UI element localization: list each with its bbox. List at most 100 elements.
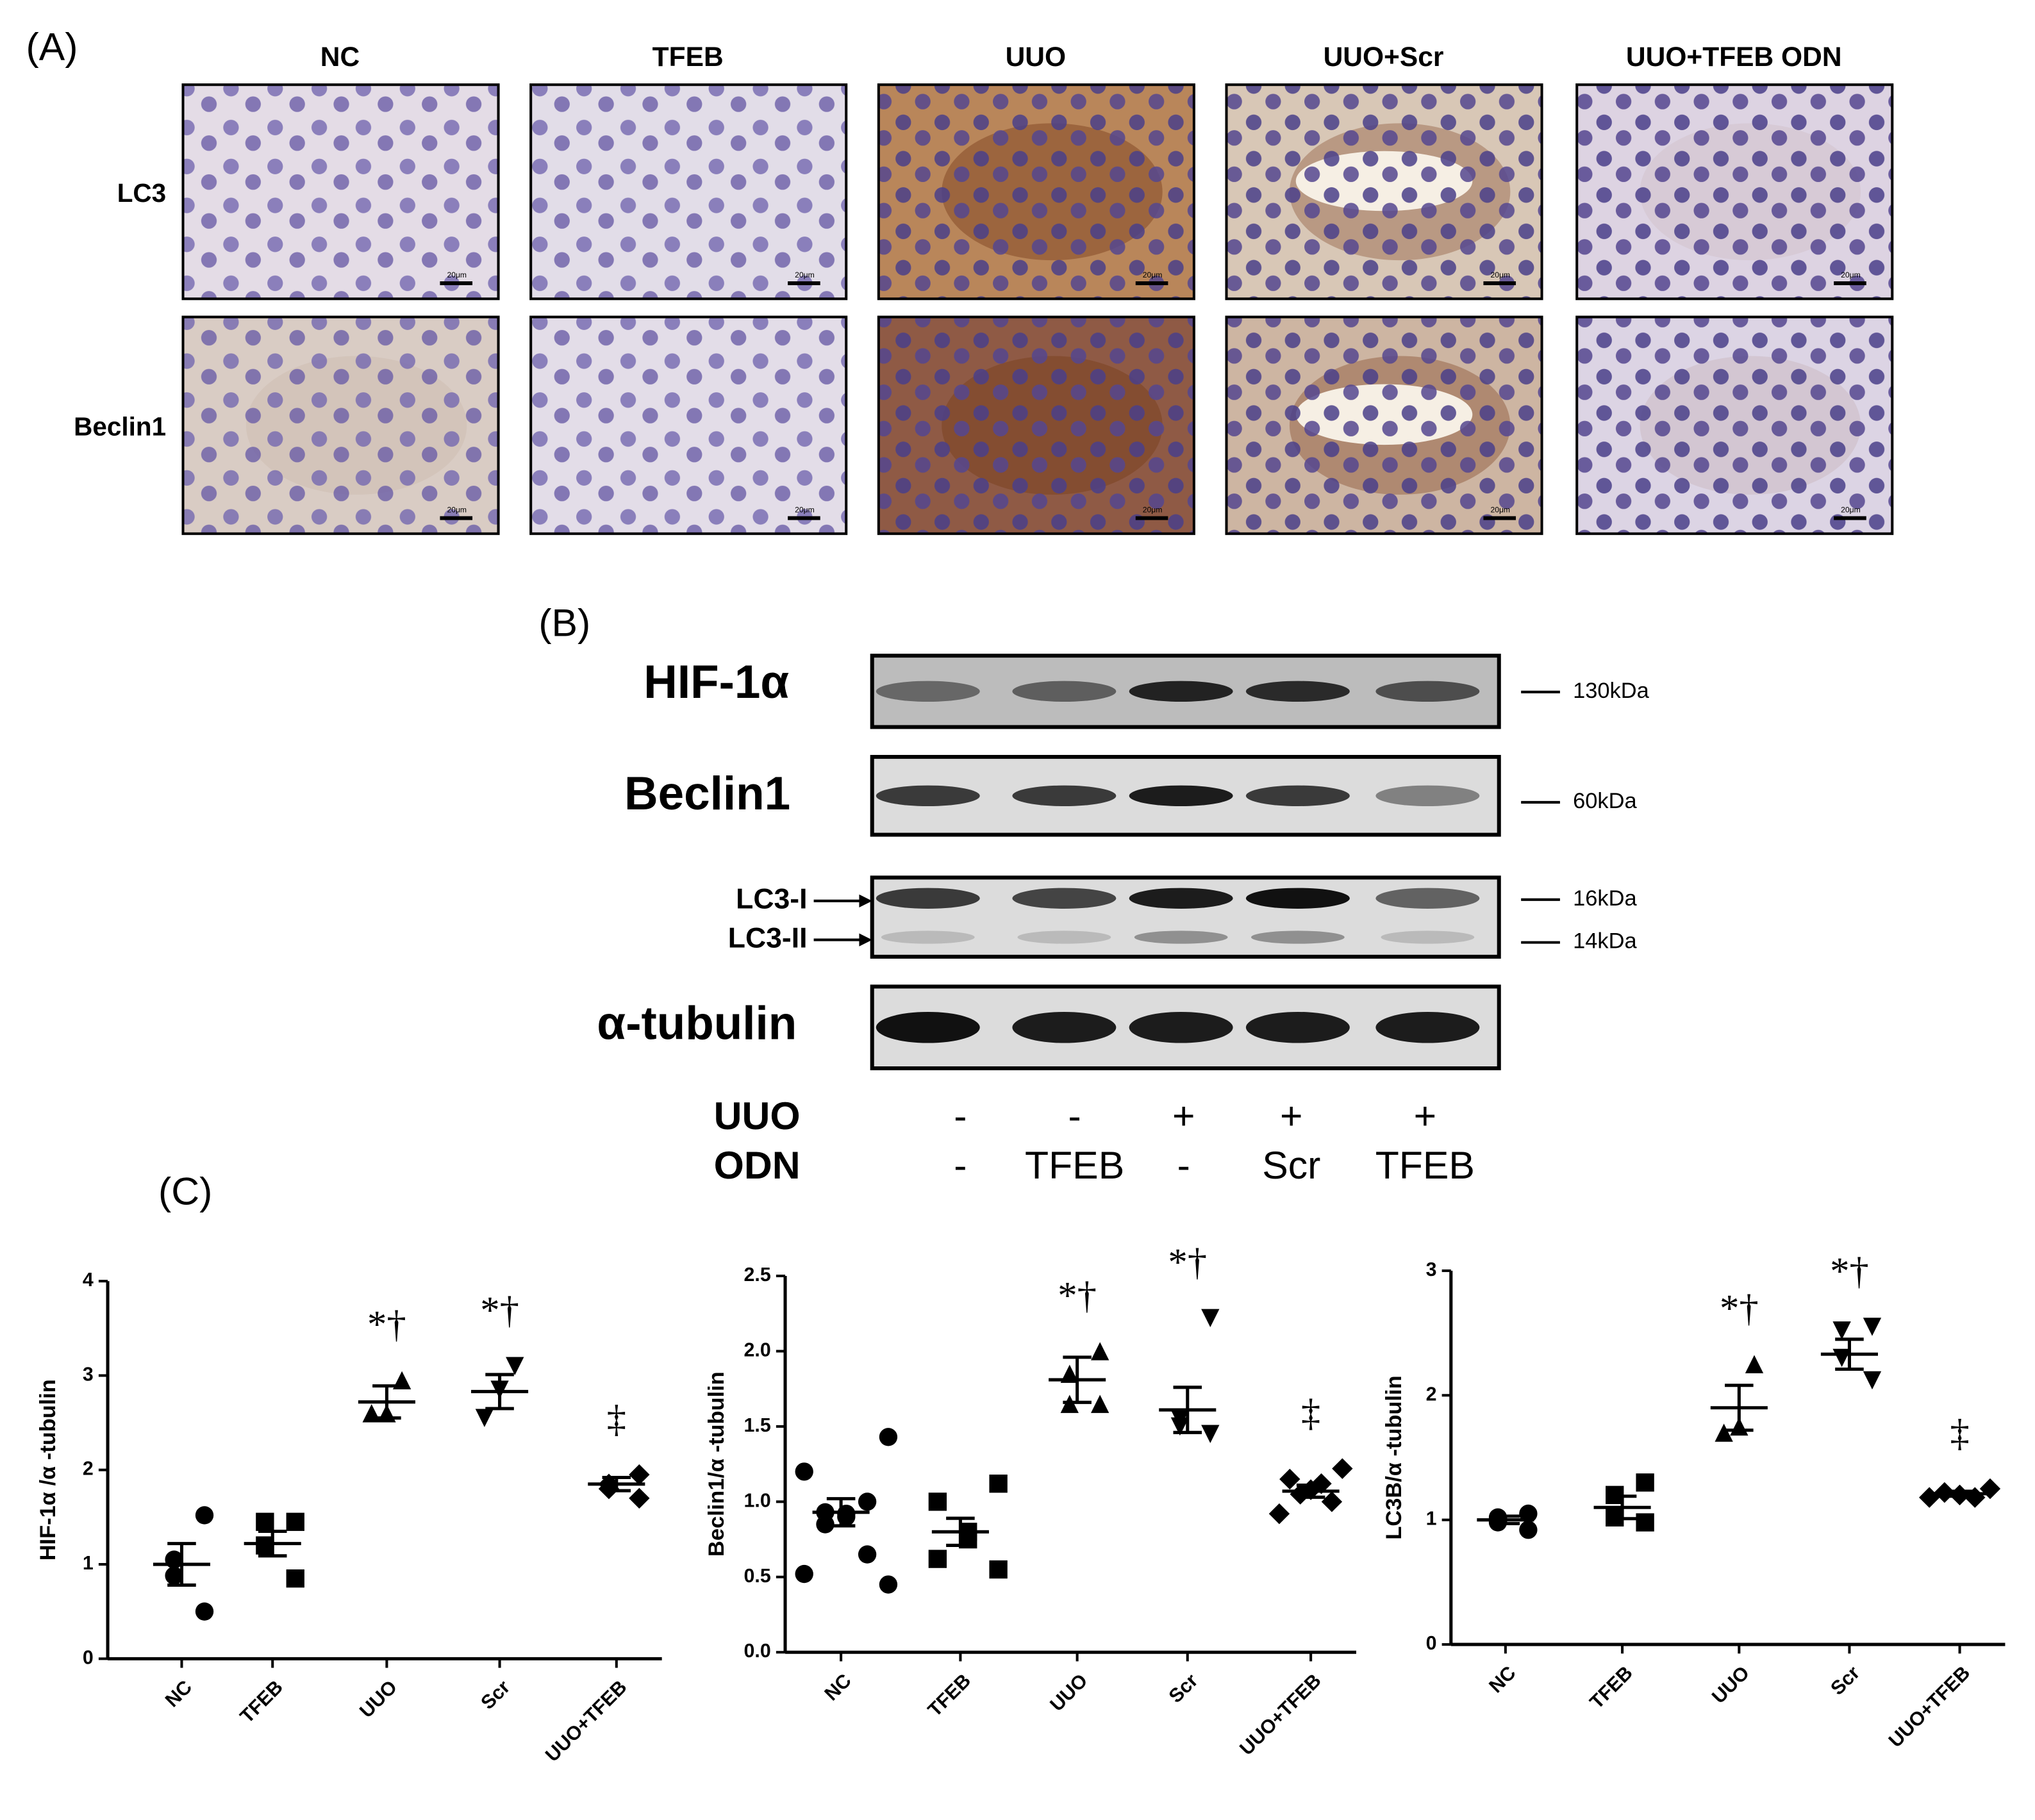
data-point	[1745, 1355, 1764, 1373]
data-point	[928, 1493, 947, 1511]
scale-bar-label: 20μm	[795, 270, 815, 279]
error-bar	[485, 1373, 514, 1410]
arrow-head	[859, 894, 872, 907]
x-tick-label: UUO+TFEB	[1236, 1670, 1325, 1760]
data-point	[795, 1564, 813, 1584]
data-point	[928, 1550, 947, 1568]
data-point	[1832, 1321, 1851, 1340]
data-point	[629, 1487, 650, 1509]
data-point	[989, 1560, 1008, 1579]
data-point	[1201, 1309, 1220, 1327]
band-label: LC3-II	[728, 922, 808, 954]
protein-label: HIF-1α	[644, 656, 789, 708]
x-tick-label: UUO+TFEB	[542, 1676, 631, 1766]
data-point	[1091, 1394, 1109, 1413]
data-point	[1321, 1491, 1343, 1512]
y-tick-label: 2	[83, 1459, 94, 1480]
row-label: LC3	[117, 178, 166, 208]
data-point	[1279, 1468, 1300, 1490]
scale-bar-label: 20μm	[1490, 270, 1510, 279]
x-tick-label: UUO	[1708, 1662, 1754, 1708]
condition-value: -	[954, 1094, 967, 1138]
frame	[181, 83, 500, 301]
significance: ‡	[1301, 1392, 1320, 1435]
data-point	[629, 1464, 650, 1485]
condition-value: -	[954, 1143, 967, 1187]
scale-bar-label: 20μm	[1490, 506, 1510, 515]
error-bar	[167, 1542, 196, 1587]
band	[876, 1011, 980, 1043]
scale-bar-label: 20μm	[795, 506, 815, 515]
band	[1012, 1011, 1117, 1043]
band	[1017, 931, 1111, 944]
error-bar	[1725, 1384, 1754, 1432]
error-bar	[602, 1475, 631, 1493]
scale-bar-label: 20μm	[1841, 270, 1861, 279]
column-header: TFEB	[652, 42, 724, 72]
data-point	[165, 1566, 183, 1585]
scale-bar-label: 20μm	[447, 270, 467, 279]
data-point	[1170, 1417, 1190, 1436]
western-blot: HIF-1α Beclin1 α-tubulin LC3-I LC3-II 130kDa 6…	[597, 654, 1650, 1187]
data-point	[195, 1602, 214, 1621]
significance: *†	[367, 1303, 406, 1346]
data-point	[1863, 1371, 1882, 1390]
data-point	[1519, 1504, 1538, 1523]
data-point	[1268, 1503, 1290, 1525]
arrow-head	[859, 933, 872, 947]
row-label: Beclin1	[74, 411, 166, 441]
x-tick-label: UUO+TFEB	[1885, 1662, 1975, 1752]
condition-value: TFEB	[1375, 1143, 1475, 1187]
y-tick-label: 3	[1426, 1259, 1437, 1280]
nuclei	[1226, 85, 1542, 299]
data-point	[816, 1515, 835, 1534]
scale-bar-label: 20μm	[1143, 270, 1163, 279]
marker-label: 130kDa	[1573, 679, 1649, 703]
nuclei	[183, 85, 499, 299]
y-axis-label: Beclin1/α -tubulin	[704, 1371, 729, 1557]
marker-label: 14kDa	[1573, 929, 1637, 954]
frame	[1575, 83, 1894, 301]
data-point	[1290, 1484, 1311, 1505]
band	[1375, 785, 1480, 807]
error-bar	[1607, 1494, 1637, 1521]
data-point	[1091, 1342, 1109, 1361]
band	[1129, 888, 1233, 909]
band	[1012, 681, 1117, 702]
chart: 0 1 2 3 4 HIF-1α /α -tubulin NC TFEB UUO *† Scr *† U…	[36, 1270, 662, 1766]
data-point	[858, 1493, 877, 1511]
column-header: UUO+Scr	[1324, 42, 1444, 72]
protein-label: α-tubulin	[597, 997, 797, 1049]
significance: *†	[1720, 1287, 1759, 1330]
y-tick-label: 2.5	[744, 1264, 771, 1286]
band	[1129, 681, 1233, 702]
band	[1012, 888, 1117, 909]
panel-label: (B)	[538, 601, 590, 645]
error-bar	[1491, 1514, 1520, 1526]
data-point	[1636, 1513, 1654, 1532]
condition-value: -	[1068, 1094, 1081, 1138]
scale-bar-label: 20μm	[1841, 506, 1861, 515]
column-header: UUO+TFEB ODN	[1626, 42, 1842, 72]
y-tick-label: 0.0	[744, 1641, 771, 1662]
significance: ‡	[1950, 1412, 1969, 1455]
panel-label: (C)	[158, 1169, 212, 1212]
protein-label: Beclin1	[624, 768, 790, 820]
y-axis-label: LC3B/α -tubulin	[1382, 1375, 1406, 1539]
data-point	[879, 1428, 898, 1446]
error-bar	[946, 1516, 975, 1547]
y-tick-label: 1	[1426, 1509, 1437, 1530]
error-bar	[1945, 1489, 1974, 1498]
condition-value: +	[1172, 1094, 1195, 1138]
band	[1129, 1011, 1233, 1043]
x-tick-label: UUO	[356, 1676, 401, 1722]
band	[1245, 681, 1350, 702]
nuclei	[531, 317, 847, 534]
significance: *†	[1830, 1250, 1869, 1293]
condition-value: TFEB	[1025, 1143, 1124, 1187]
y-tick-label: 1	[83, 1553, 94, 1574]
band	[876, 681, 980, 702]
nuclei	[1226, 317, 1542, 534]
error-bar	[1173, 1386, 1202, 1434]
nuclei	[531, 85, 847, 299]
